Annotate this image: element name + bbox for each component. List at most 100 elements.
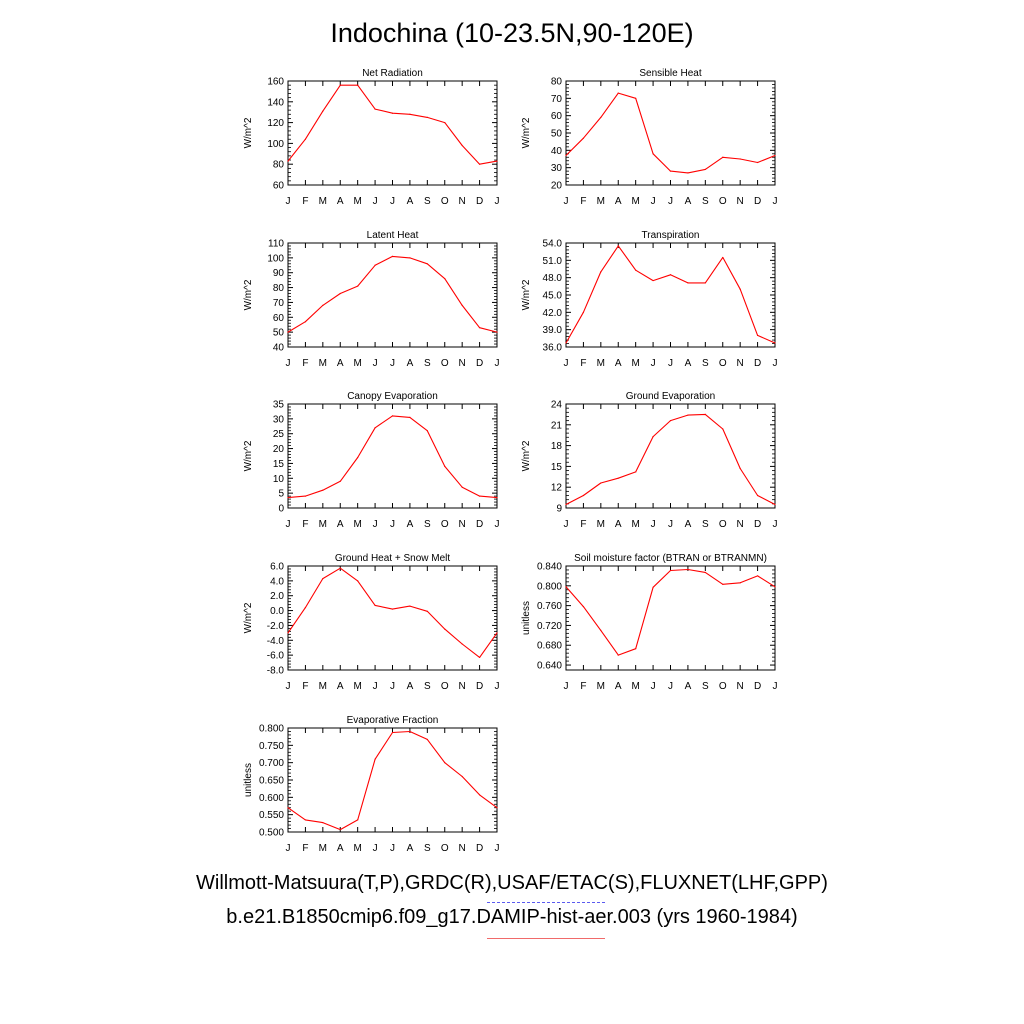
data-point [774,503,776,506]
y-tick-label: 70 [273,298,285,309]
y-tick-label: 0.650 [259,776,284,787]
data-point [391,255,394,257]
x-tick-label: M [319,358,327,369]
y-tick-label: 39.0 [543,325,563,336]
data-point [322,489,324,491]
y-tick-label: 100 [267,139,284,150]
x-tick-label: N [459,843,466,854]
x-tick-label: S [424,843,431,854]
x-tick-label: F [580,358,586,369]
x-tick-label: A [685,196,692,207]
x-tick-label: D [476,358,483,369]
data-point [582,494,585,497]
x-tick-label: A [337,681,344,692]
x-tick-label: A [337,358,344,369]
y-tick-label: -2.0 [267,621,285,632]
series-line [565,92,776,174]
y-tick-label: 5 [278,489,284,500]
data-point [287,331,289,333]
data-point [565,503,567,506]
data-point [739,158,741,160]
x-tick-label: J [390,519,395,530]
data-point [496,331,498,333]
y-axis-label: W/m^2 [521,279,532,310]
data-point [617,92,619,94]
data-point [426,738,428,741]
data-point [635,269,637,271]
x-tick-label: O [441,519,449,530]
data-point [409,257,411,259]
x-tick-label: M [631,358,639,369]
y-axis-label: W/m^2 [521,440,532,471]
data-point [582,137,585,139]
y-tick-label: 60 [273,181,285,192]
x-tick-label: M [353,196,361,207]
data-point [391,608,394,610]
x-tick-label: A [337,196,344,207]
x-tick-label: J [390,681,395,692]
x-tick-label: N [737,681,744,692]
panel-title: Evaporative Fraction [347,715,439,726]
plot-frame [287,242,498,348]
y-axis-label: W/m^2 [243,440,254,471]
x-tick-label: N [459,196,466,207]
x-tick-label: J [495,358,500,369]
data-point [582,606,585,608]
x-tick-label: J [773,681,778,692]
y-tick-label: 6.0 [270,562,284,573]
x-tick-label: O [441,843,449,854]
data-point [722,583,724,585]
x-tick-label: J [564,681,569,692]
y-tick-label: 110 [268,239,284,250]
legend-observations: Willmott-Matsuura(T,P),GRDC(R),USAF/ETAC… [196,872,828,894]
x-tick-label: J [390,843,395,854]
series-line [287,415,498,499]
data-point [600,482,602,484]
data-point [391,731,394,734]
data-point [600,629,602,631]
x-tick-label: J [286,196,291,207]
data-point [409,113,411,115]
x-tick-label: M [631,681,639,692]
y-axis-label: W/m^2 [521,117,532,148]
data-point [426,116,428,118]
y-tick-label: 140 [267,97,284,108]
data-point [635,648,637,650]
y-tick-label: 50 [551,129,563,140]
data-point [739,467,741,470]
data-point [669,569,672,572]
x-tick-label: F [302,196,308,207]
series-line [287,567,498,658]
y-axis-label: W/m^2 [243,279,254,310]
series-line [565,413,776,505]
data-point [304,138,307,140]
y-tick-label: 42.0 [543,308,563,319]
y-tick-label: 18 [551,441,563,452]
data-point [565,154,567,157]
y-tick-label: 0 [278,504,284,515]
x-tick-label: J [651,196,656,207]
data-point [687,172,689,174]
y-tick-label: 48.0 [543,273,563,284]
data-point [496,497,498,499]
x-tick-label: O [441,681,449,692]
y-tick-label: 21 [551,420,563,431]
x-tick-label: D [754,681,761,692]
plot-frame [287,565,498,671]
y-tick-label: 15 [551,462,563,473]
data-point [635,471,637,473]
x-tick-label: D [476,843,483,854]
y-tick-label: 40 [551,146,563,157]
data-point [287,160,289,162]
data-point [704,168,706,170]
data-point [357,84,359,86]
x-tick-label: J [668,681,673,692]
data-point [374,108,376,110]
x-tick-label: D [476,196,483,207]
x-tick-label: A [615,519,622,530]
data-point [444,278,446,280]
data-point [687,414,689,416]
y-tick-label: 0.800 [259,724,284,735]
